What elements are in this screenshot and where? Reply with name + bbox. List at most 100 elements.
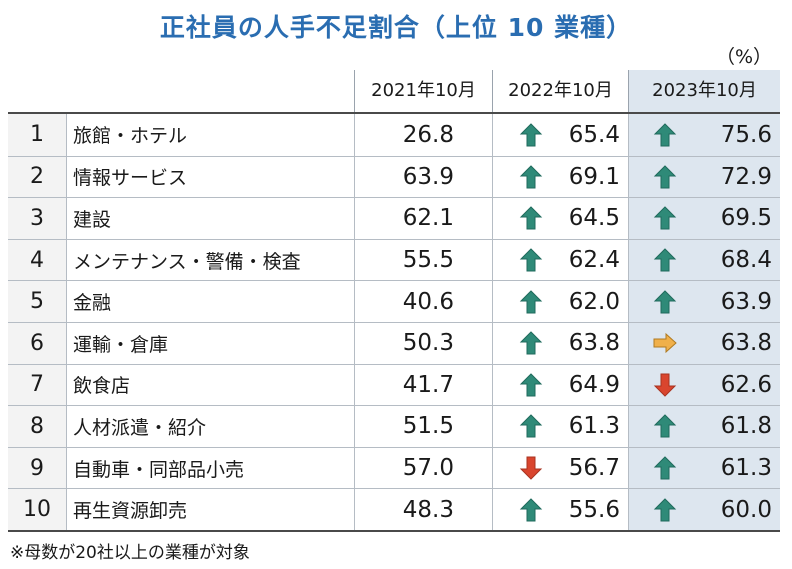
- value-2021-text: 26.8: [402, 121, 454, 148]
- value-2021-text: 41.7: [402, 371, 454, 398]
- industry-name: 建設: [66, 198, 354, 239]
- value-2022-text: 65.4: [568, 121, 620, 148]
- industry-name: 金融: [66, 281, 354, 322]
- value-2023-text: 61.8: [720, 413, 772, 440]
- value-2022: 69.1: [492, 156, 628, 198]
- value-2021: 26.8: [354, 114, 492, 156]
- industry-name: 人材派遣・紹介: [66, 406, 354, 447]
- value-2022: 62.0: [492, 281, 628, 322]
- value-2021: 48.3: [354, 489, 492, 530]
- rank-cell: 9: [8, 447, 66, 489]
- value-2022: 63.8: [492, 322, 628, 364]
- rank-cell: 7: [8, 364, 66, 406]
- up-arrow-icon: [519, 497, 543, 522]
- value-2023: 75.6: [628, 114, 780, 156]
- up-arrow-icon: [519, 165, 543, 189]
- value-2022-text: 55.6: [568, 496, 620, 523]
- value-2023-text: 62.6: [720, 371, 772, 398]
- value-2023-text: 61.3: [720, 455, 772, 482]
- column-header-2022: 2022年10月: [492, 70, 628, 112]
- up-arrow-icon: [653, 289, 677, 314]
- up-arrow-icon: [653, 248, 677, 272]
- footnote: ※母数が20社以上の業種が対象: [10, 543, 250, 563]
- value-2021-text: 55.5: [402, 247, 454, 274]
- rank-cell: 10: [8, 489, 66, 530]
- value-2023: 63.8: [628, 322, 780, 364]
- right-arrow-icon: [653, 331, 677, 355]
- up-arrow-icon: [519, 123, 543, 147]
- value-2021-text: 50.3: [402, 330, 454, 357]
- table-row: 9 自動車・同部品小売 57.0 56.7 61.3: [8, 446, 780, 489]
- column-header-2021: 2021年10月: [354, 70, 492, 112]
- value-2022: 55.6: [492, 489, 628, 530]
- value-2021-text: 51.5: [402, 413, 454, 440]
- value-2022-text: 63.8: [568, 330, 620, 357]
- up-arrow-icon: [653, 123, 677, 147]
- value-2023-text: 60.0: [720, 496, 772, 523]
- page-title: 正社員の人手不足割合（上位 10 業種）: [159, 13, 633, 42]
- value-2021: 57.0: [354, 447, 492, 489]
- value-2021-text: 63.9: [402, 163, 454, 190]
- up-arrow-icon: [519, 331, 543, 355]
- table-header: 2021年10月 2022年10月 2023年10月: [8, 70, 780, 112]
- rank-cell: 4: [8, 239, 66, 281]
- value-2021: 62.1: [354, 198, 492, 239]
- down-arrow-icon: [519, 456, 543, 480]
- table-row: 4 メンテナンス・警備・検査 55.5 62.4 68.4: [8, 238, 780, 281]
- value-2023-text: 72.9: [720, 163, 772, 190]
- rank-cell: 3: [8, 198, 66, 239]
- rank-cell: 5: [8, 281, 66, 322]
- rank-cell: 2: [8, 156, 66, 198]
- value-2023-text: 75.6: [720, 121, 772, 148]
- up-arrow-icon: [519, 414, 543, 438]
- up-arrow-icon: [653, 165, 677, 189]
- rank-cell: 8: [8, 406, 66, 447]
- table-row: 7 飲食店 41.7 64.9 62.6: [8, 363, 780, 406]
- value-2021: 63.9: [354, 156, 492, 198]
- value-2021: 50.3: [354, 322, 492, 364]
- value-2022-text: 56.7: [568, 455, 620, 482]
- table-row: 5 金融 40.6 62.0 63.9: [8, 280, 780, 322]
- value-2023: 72.9: [628, 156, 780, 198]
- value-2023-text: 63.9: [720, 288, 772, 315]
- value-2021-text: 57.0: [402, 455, 454, 482]
- value-2022-text: 61.3: [568, 413, 620, 440]
- value-2023: 69.5: [628, 198, 780, 239]
- value-2022-text: 62.4: [568, 247, 620, 274]
- value-2022: 64.9: [492, 364, 628, 406]
- up-arrow-icon: [519, 206, 543, 230]
- value-2022: 65.4: [492, 114, 628, 156]
- up-arrow-icon: [519, 248, 543, 272]
- value-2022: 61.3: [492, 406, 628, 447]
- value-2023-text: 63.8: [720, 330, 772, 357]
- unit-label: （%）: [716, 46, 773, 68]
- table-body: 1 旅館・ホテル 26.8 65.4 75.6 2 情報サービス 63.9 69.1 72.9 3 建…: [8, 112, 780, 532]
- up-arrow-icon: [653, 206, 677, 230]
- table-row: 1 旅館・ホテル 26.8 65.4 75.6: [8, 114, 780, 156]
- value-2022: 64.5: [492, 198, 628, 239]
- up-arrow-icon: [653, 414, 677, 438]
- up-arrow-icon: [519, 373, 543, 397]
- value-2022: 62.4: [492, 239, 628, 281]
- value-2023: 62.6: [628, 364, 780, 406]
- value-2021: 55.5: [354, 239, 492, 281]
- up-arrow-icon: [519, 289, 543, 314]
- table-row: 8 人材派遣・紹介 51.5 61.3 61.8: [8, 405, 780, 447]
- industry-name: 旅館・ホテル: [66, 114, 354, 156]
- value-2023: 61.8: [628, 406, 780, 447]
- value-2022: 56.7: [492, 447, 628, 489]
- value-2022-text: 64.9: [568, 371, 620, 398]
- industry-name: メンテナンス・警備・検査: [66, 239, 354, 281]
- value-2022-text: 64.5: [568, 205, 620, 232]
- up-arrow-icon: [653, 456, 677, 480]
- industry-name: 情報サービス: [66, 156, 354, 198]
- value-2023-text: 69.5: [720, 205, 772, 232]
- value-2023: 60.0: [628, 489, 780, 530]
- table-row: 6 運輸・倉庫 50.3 63.8 63.8: [8, 321, 780, 364]
- value-2021: 40.6: [354, 281, 492, 322]
- rank-cell: 1: [8, 114, 66, 156]
- shortage-table: 2021年10月 2022年10月 2023年10月 1 旅館・ホテル 26.8 65…: [8, 70, 780, 532]
- column-header-2023: 2023年10月: [628, 70, 780, 112]
- value-2023-text: 68.4: [720, 247, 772, 274]
- value-2021-text: 40.6: [402, 288, 454, 315]
